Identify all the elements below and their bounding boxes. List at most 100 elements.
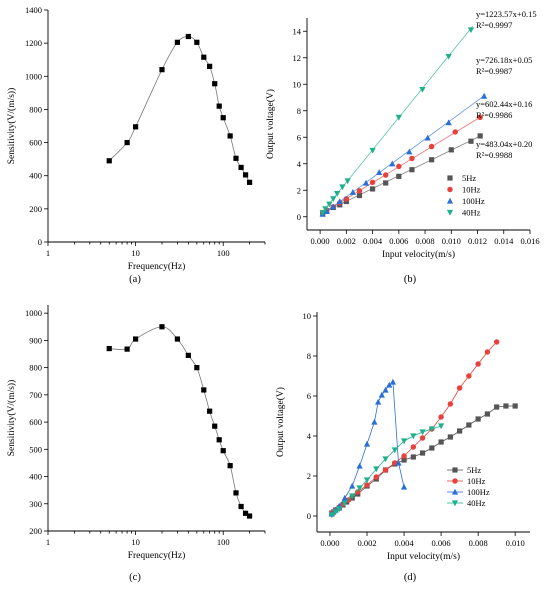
data-point — [363, 440, 371, 447]
data-point — [494, 404, 500, 410]
data-point — [437, 423, 445, 430]
data-point — [409, 167, 415, 173]
data-point — [383, 180, 389, 186]
data-point — [246, 513, 253, 519]
data-point — [382, 456, 389, 463]
y-tick-label: 700 — [29, 390, 42, 400]
data-point — [484, 411, 490, 417]
data-point — [445, 53, 452, 60]
x-tick-label: 0.002 — [357, 538, 376, 548]
data-point — [466, 422, 472, 428]
fit-equation: y=726.18x+0.05 — [476, 55, 532, 65]
legend-label: 100Hz — [467, 487, 490, 497]
data-point — [159, 67, 165, 73]
data-point — [362, 179, 370, 186]
data-point — [106, 158, 112, 164]
data-point — [401, 457, 407, 463]
legend-label: 5Hz — [462, 173, 476, 183]
x-tick-label: 10 — [131, 248, 140, 258]
x-tick-label: 0.016 — [520, 236, 539, 246]
data-point — [328, 512, 335, 519]
data-point — [391, 447, 398, 454]
y-tick-label: 2 — [307, 471, 311, 481]
x-axis-label: Frequency(Hz) — [128, 261, 186, 272]
fit-line-100Hz — [319, 94, 486, 217]
data-point — [382, 467, 389, 473]
panel-c-sensitivity-chart: 1 10 100 200 300 400 500 600 700 800 900 1000 Freque… — [6, 305, 266, 583]
data-point — [468, 138, 474, 144]
x-tick-label: 0.012 — [468, 236, 487, 246]
data-point — [339, 184, 346, 191]
data-point — [207, 408, 213, 414]
y-axis-label: Sensitivity(V/(m/s)) — [6, 88, 17, 165]
y-tick-label: 1400 — [25, 5, 42, 15]
data-point — [400, 438, 408, 445]
x-axis-label: Input velocity(m/s) — [382, 249, 455, 260]
data-point — [322, 206, 329, 213]
x-tick-label: 1 — [46, 537, 50, 547]
data-point — [330, 203, 337, 210]
panel-label: (d) — [404, 572, 417, 583]
data-point — [212, 423, 218, 429]
data-point — [344, 178, 351, 185]
x-tick-label: 0.004 — [394, 538, 414, 548]
x-tick-label: 0.000 — [320, 538, 339, 548]
data-point — [389, 160, 396, 167]
data-point — [207, 63, 213, 69]
y-tick-label: 0 — [297, 212, 301, 222]
data-point — [319, 210, 326, 217]
data-point — [124, 139, 130, 146]
y-tick-label: 4 — [307, 431, 312, 441]
x-tick-label: 0.014 — [494, 236, 514, 246]
data-point — [438, 414, 444, 420]
x-tick-label: 0.010 — [442, 236, 461, 246]
data-point — [227, 463, 233, 469]
data-point — [484, 349, 491, 355]
y-tick-label: 800 — [29, 363, 42, 373]
legend-marker-40Hz — [451, 500, 459, 507]
y-tick-label: 1000 — [25, 71, 42, 81]
x-tick-label: 0.002 — [337, 236, 356, 246]
legend-label: 40Hz — [462, 208, 481, 218]
series-line-0 — [108, 36, 250, 183]
data-point — [194, 365, 200, 371]
data-point — [410, 454, 416, 460]
data-point — [336, 198, 343, 205]
y-tick-label: 4 — [297, 159, 302, 169]
data-point — [334, 190, 341, 197]
data-point — [242, 510, 249, 516]
data-point — [106, 345, 112, 352]
data-point — [216, 103, 222, 109]
fit-equation: y=483.04x+0.20 — [476, 139, 532, 149]
y-tick-label: 1200 — [25, 38, 42, 48]
data-point — [375, 398, 382, 405]
data-point — [323, 208, 330, 215]
data-point — [396, 173, 402, 179]
data-point — [369, 147, 376, 154]
data-point — [355, 489, 361, 495]
x-tick-label: 0.010 — [506, 538, 525, 548]
data-point — [409, 155, 415, 162]
panel-label: (a) — [129, 274, 141, 285]
data-point — [194, 39, 200, 45]
fit-r-squared: R²=0.9997 — [476, 20, 512, 30]
y-tick-label: 8 — [307, 351, 311, 361]
y-tick-label: 6 — [297, 132, 301, 142]
data-point — [467, 27, 475, 34]
data-point — [356, 192, 363, 199]
legend-label: 10Hz — [462, 185, 481, 195]
data-point — [410, 444, 417, 450]
data-point — [356, 188, 363, 194]
y-tick-label: 900 — [29, 335, 42, 345]
x-tick-label: 0.000 — [311, 236, 330, 246]
data-point — [341, 500, 348, 507]
data-point — [512, 403, 518, 409]
data-point — [424, 134, 431, 141]
data-point — [238, 503, 244, 510]
y-tick-label: 600 — [29, 417, 42, 427]
data-point — [220, 115, 226, 121]
data-point — [410, 433, 417, 440]
legend-marker-5Hz — [447, 175, 453, 181]
data-point — [233, 155, 239, 161]
data-point — [133, 124, 139, 130]
